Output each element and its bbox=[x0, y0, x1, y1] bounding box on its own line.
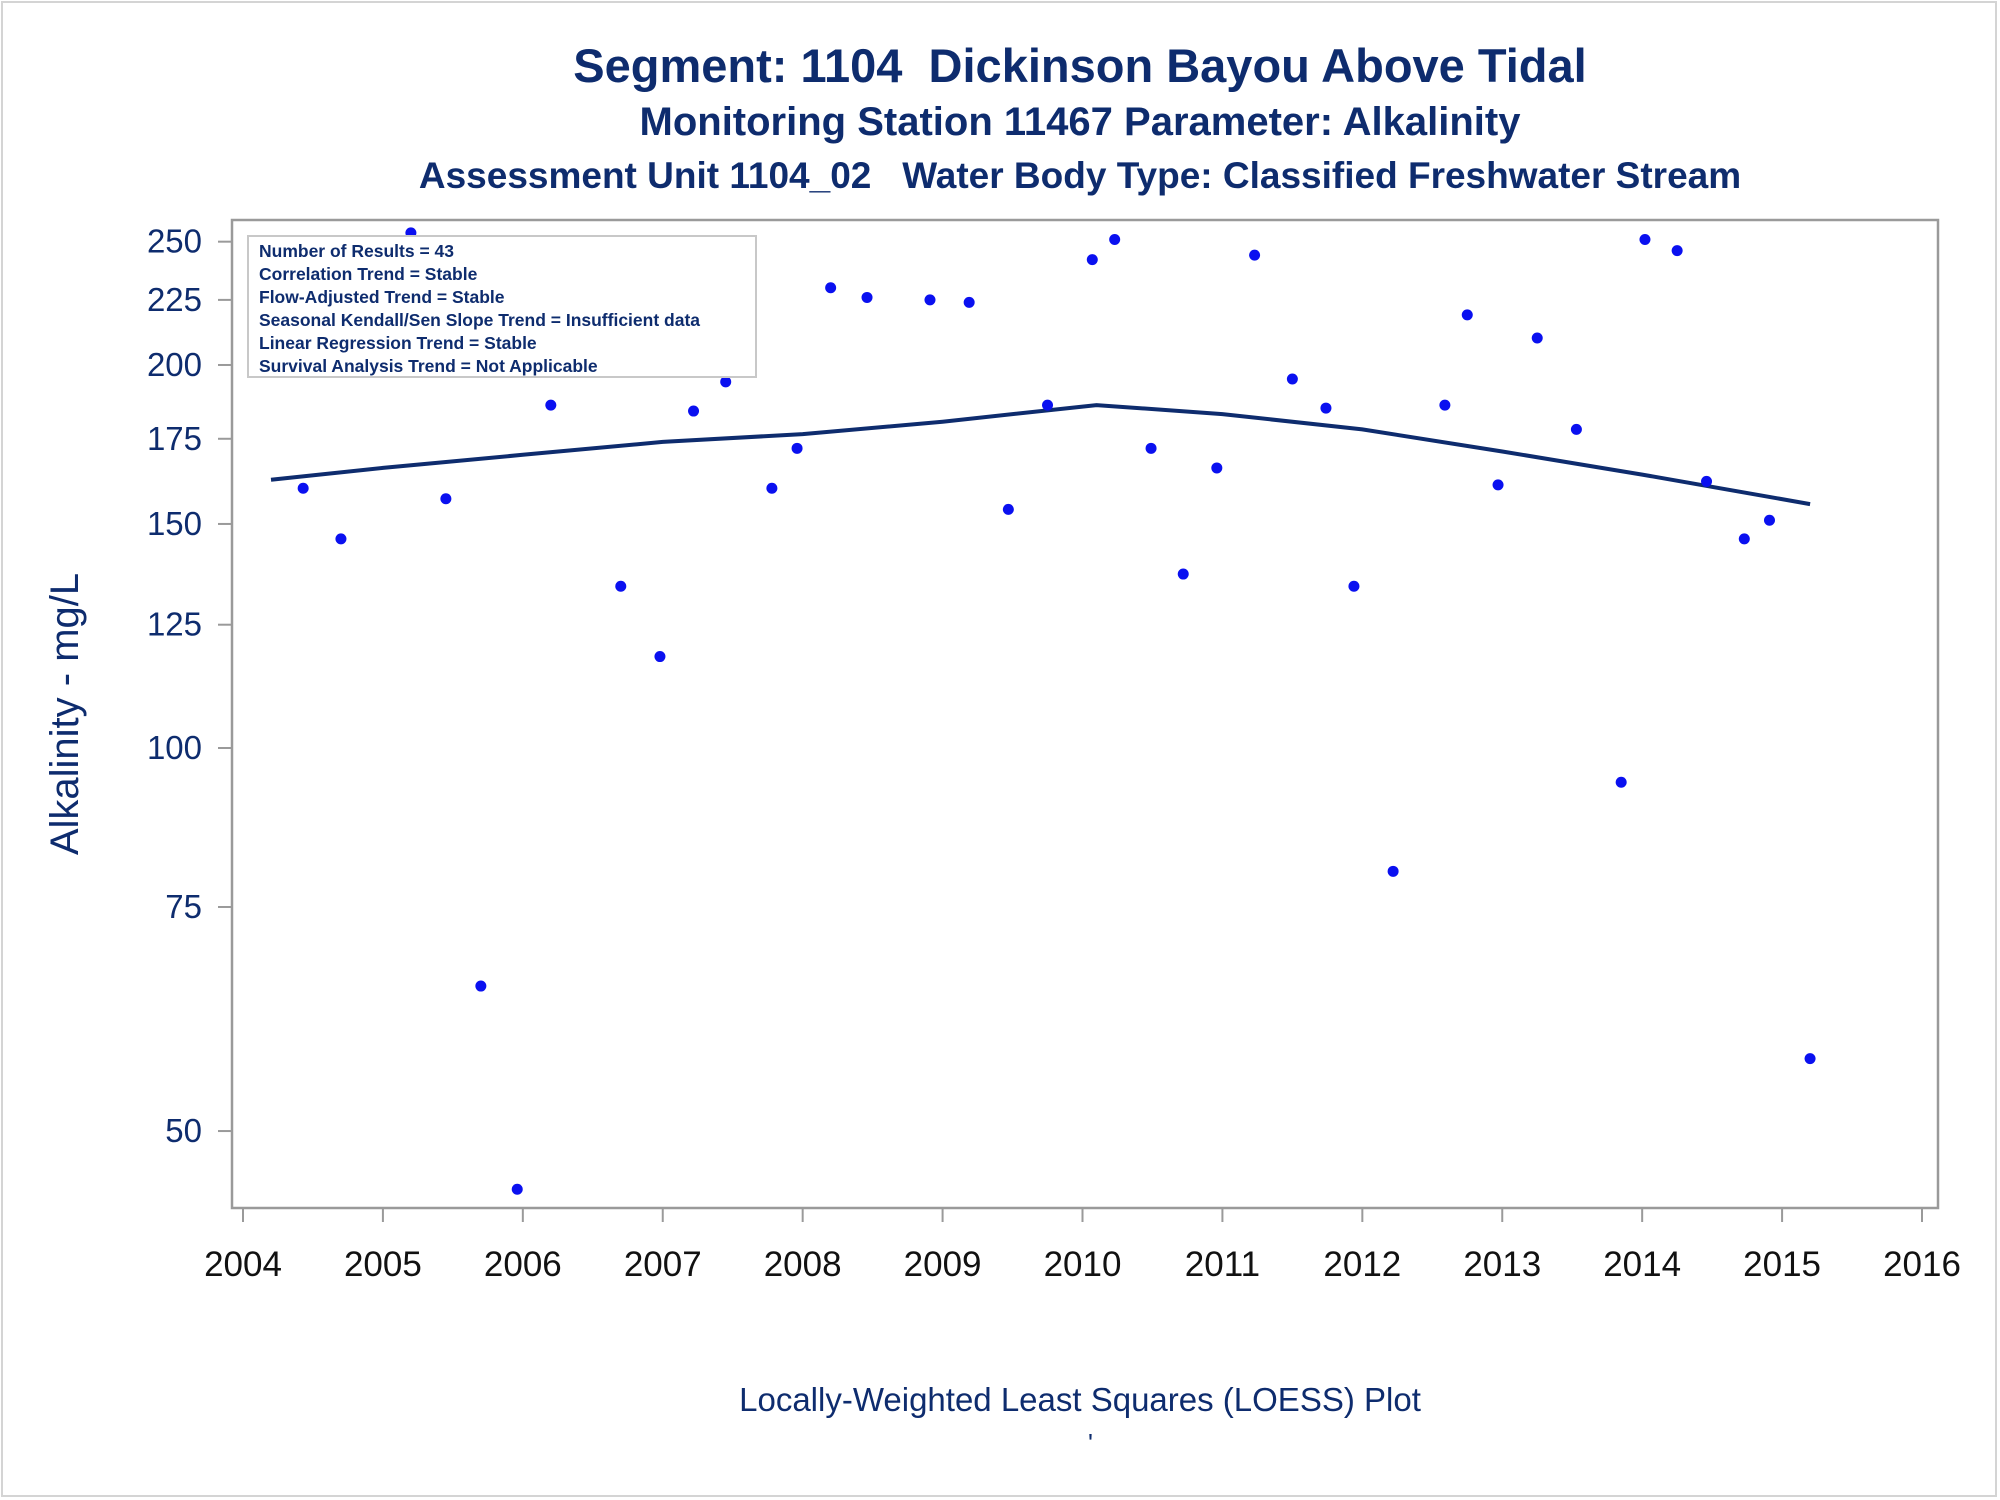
data-point bbox=[1086, 254, 1098, 266]
data-point bbox=[1387, 865, 1399, 877]
x-tick-label: 2007 bbox=[624, 1245, 702, 1284]
x-tick-label: 2011 bbox=[1185, 1245, 1260, 1284]
stats-line: Correlation Trend = Stable bbox=[259, 264, 478, 284]
y-axis-label: Alkalinity - mg/L bbox=[43, 573, 87, 855]
stats-line: Linear Regression Trend = Stable bbox=[259, 333, 537, 353]
data-point bbox=[297, 482, 309, 494]
data-point bbox=[1042, 399, 1054, 411]
stats-line: Number of Results = 43 bbox=[259, 241, 454, 261]
data-point bbox=[791, 442, 803, 454]
y-tick-label: 175 bbox=[147, 420, 202, 457]
data-point bbox=[766, 482, 778, 494]
data-point bbox=[440, 493, 452, 505]
data-point bbox=[924, 294, 936, 306]
data-point bbox=[963, 296, 975, 308]
data-point bbox=[1804, 1053, 1816, 1065]
data-point bbox=[1763, 514, 1775, 526]
x-tick-label: 2006 bbox=[484, 1245, 562, 1284]
y-tick-label: 150 bbox=[147, 505, 202, 542]
chart-subtitle: Monitoring Station 11467 Parameter: Alka… bbox=[639, 100, 1521, 144]
stats-line: Flow-Adjusted Trend = Stable bbox=[259, 287, 505, 307]
y-tick-label: 100 bbox=[147, 729, 202, 766]
loess-trend-line bbox=[270, 403, 1811, 507]
x-tick-label: 2016 bbox=[1883, 1245, 1961, 1284]
data-point bbox=[1249, 249, 1261, 261]
x-tick-label: 2010 bbox=[1044, 1245, 1122, 1284]
data-point bbox=[1348, 580, 1360, 592]
data-point bbox=[1109, 233, 1121, 245]
footer-caption: Locally-Weighted Least Squares (LOESS) P… bbox=[739, 1381, 1421, 1418]
data-point bbox=[1671, 245, 1683, 257]
data-point bbox=[475, 980, 487, 992]
x-tick-label: 2015 bbox=[1743, 1245, 1821, 1284]
data-point bbox=[1492, 479, 1504, 491]
data-point bbox=[1701, 475, 1713, 487]
data-point bbox=[861, 291, 873, 303]
x-tick-label: 2012 bbox=[1323, 1245, 1401, 1284]
data-point bbox=[688, 405, 700, 417]
stats-box: Number of Results = 43 Correlation Trend… bbox=[247, 235, 757, 378]
data-point bbox=[825, 282, 837, 294]
x-tick-label: 2009 bbox=[904, 1245, 982, 1284]
data-point bbox=[1639, 233, 1651, 245]
data-point bbox=[545, 399, 557, 411]
stats-line: Survival Analysis Trend = Not Applicable bbox=[259, 356, 598, 376]
data-point bbox=[1738, 533, 1750, 545]
y-tick-label: 75 bbox=[165, 888, 202, 925]
chart-title: Segment: 1104 Dickinson Bayou Above Tida… bbox=[573, 39, 1587, 92]
data-point bbox=[511, 1183, 523, 1195]
plot-area bbox=[230, 218, 1940, 1210]
y-tick-label: 50 bbox=[165, 1112, 202, 1149]
data-point bbox=[654, 651, 666, 663]
data-point bbox=[335, 533, 347, 545]
y-tick-label: 200 bbox=[147, 346, 202, 383]
x-tick-label: 2005 bbox=[344, 1245, 422, 1284]
stats-line: Seasonal Kendall/Sen Slope Trend = Insuf… bbox=[259, 310, 701, 330]
data-point bbox=[1145, 442, 1157, 454]
x-axis: 2004 2005 2006 2007 2008 2009 2010 2011 2012 2013… bbox=[204, 1208, 1961, 1284]
y-tick-label: 250 bbox=[147, 223, 202, 260]
data-point bbox=[1531, 332, 1543, 344]
data-point bbox=[720, 376, 732, 388]
x-tick-label: 2008 bbox=[764, 1245, 842, 1284]
footer-mark: ' bbox=[1088, 1428, 1093, 1458]
data-point bbox=[1286, 373, 1298, 385]
data-point bbox=[1177, 568, 1189, 580]
data-point bbox=[1570, 423, 1582, 435]
data-point bbox=[1211, 462, 1223, 474]
data-points bbox=[265, 227, 1816, 1195]
y-tick-label: 125 bbox=[147, 606, 202, 643]
data-point bbox=[615, 580, 627, 592]
x-tick-label: 2014 bbox=[1603, 1245, 1681, 1284]
y-tick-label: 225 bbox=[147, 281, 202, 318]
data-point bbox=[1615, 776, 1627, 788]
y-axis: 50 75 100 125 150 175 200 225 250 bbox=[147, 223, 232, 1149]
data-point bbox=[1461, 309, 1473, 321]
data-point bbox=[1002, 503, 1014, 515]
x-tick-label: 2004 bbox=[204, 1245, 282, 1284]
data-point bbox=[1320, 402, 1332, 414]
data-point bbox=[1439, 399, 1451, 411]
x-tick-label: 2013 bbox=[1463, 1245, 1541, 1284]
chart-subtitle-2: Assessment Unit 1104_02 Water Body Type:… bbox=[418, 155, 1742, 196]
